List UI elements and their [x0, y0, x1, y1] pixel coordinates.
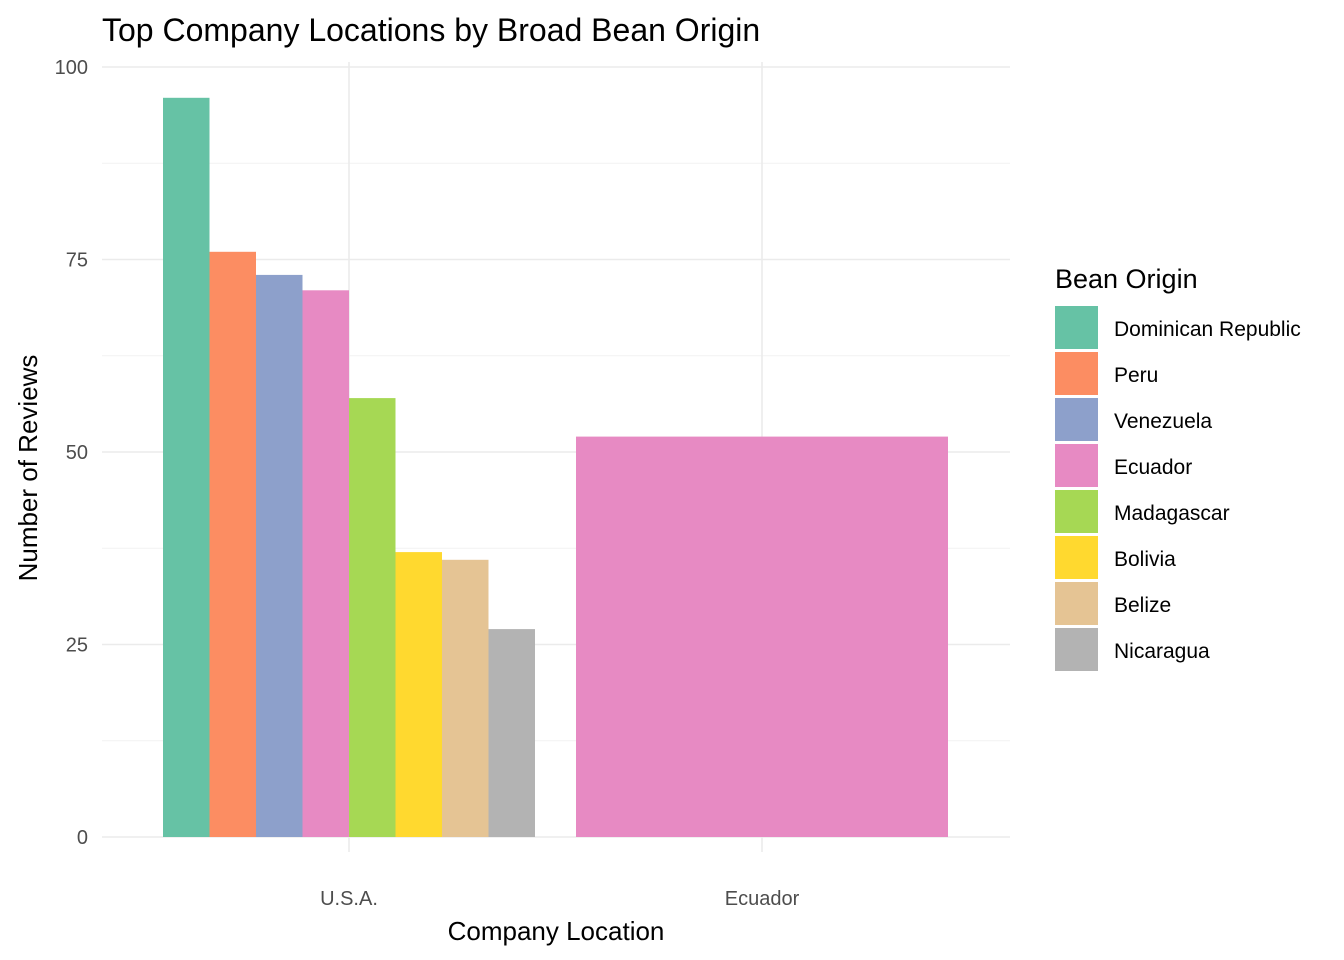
x-axis-ticks: U.S.A. Ecuador	[320, 888, 799, 910]
legend-label: Dominican Republic	[1114, 318, 1301, 341]
bar-usa-ecuador	[302, 290, 349, 837]
legend: Bean Origin Dominican Republic Peru Venezu…	[1055, 264, 1301, 671]
y-tick-label: 75	[66, 250, 88, 272]
legend-key	[1055, 536, 1098, 579]
y-axis-ticks: 0 25 50 75 100	[55, 57, 88, 849]
legend-key	[1055, 352, 1098, 395]
bars	[163, 97, 948, 838]
legend-label: Venezuela	[1114, 410, 1212, 433]
bar-usa-venezuela	[256, 274, 303, 837]
legend-key	[1055, 398, 1098, 441]
bar-usa-belize	[442, 559, 489, 837]
legend-key	[1055, 628, 1098, 671]
bar-usa-peru	[209, 251, 256, 838]
legend-key	[1055, 490, 1098, 533]
x-tick-label: Ecuador	[725, 888, 800, 910]
legend-key	[1055, 444, 1098, 487]
y-tick-label: 25	[66, 635, 88, 657]
y-tick-label: 50	[66, 442, 88, 464]
bar-usa-madagascar	[349, 398, 396, 837]
legend-title: Bean Origin	[1055, 264, 1198, 294]
x-tick-label: U.S.A.	[320, 888, 378, 910]
bar-usa-bolivia	[395, 552, 442, 837]
legend-label: Ecuador	[1114, 456, 1192, 479]
legend-key	[1055, 306, 1098, 349]
legend-label: Belize	[1114, 594, 1171, 617]
y-axis-title: Number of Reviews	[13, 355, 43, 582]
legend-key	[1055, 582, 1098, 625]
legend-label: Peru	[1114, 364, 1158, 387]
bar-usa-dominican-republic	[163, 97, 210, 838]
chart-title: Top Company Locations by Broad Bean Orig…	[102, 12, 760, 48]
bar-usa-nicaragua	[488, 629, 535, 837]
legend-label: Madagascar	[1114, 502, 1230, 525]
x-axis-title: Company Location	[448, 916, 665, 946]
legend-label: Nicaragua	[1114, 640, 1210, 663]
legend-label: Bolivia	[1114, 548, 1176, 571]
y-tick-label: 0	[77, 827, 88, 849]
bar-ecuador-ecuador	[576, 436, 948, 837]
y-tick-label: 100	[55, 57, 88, 79]
